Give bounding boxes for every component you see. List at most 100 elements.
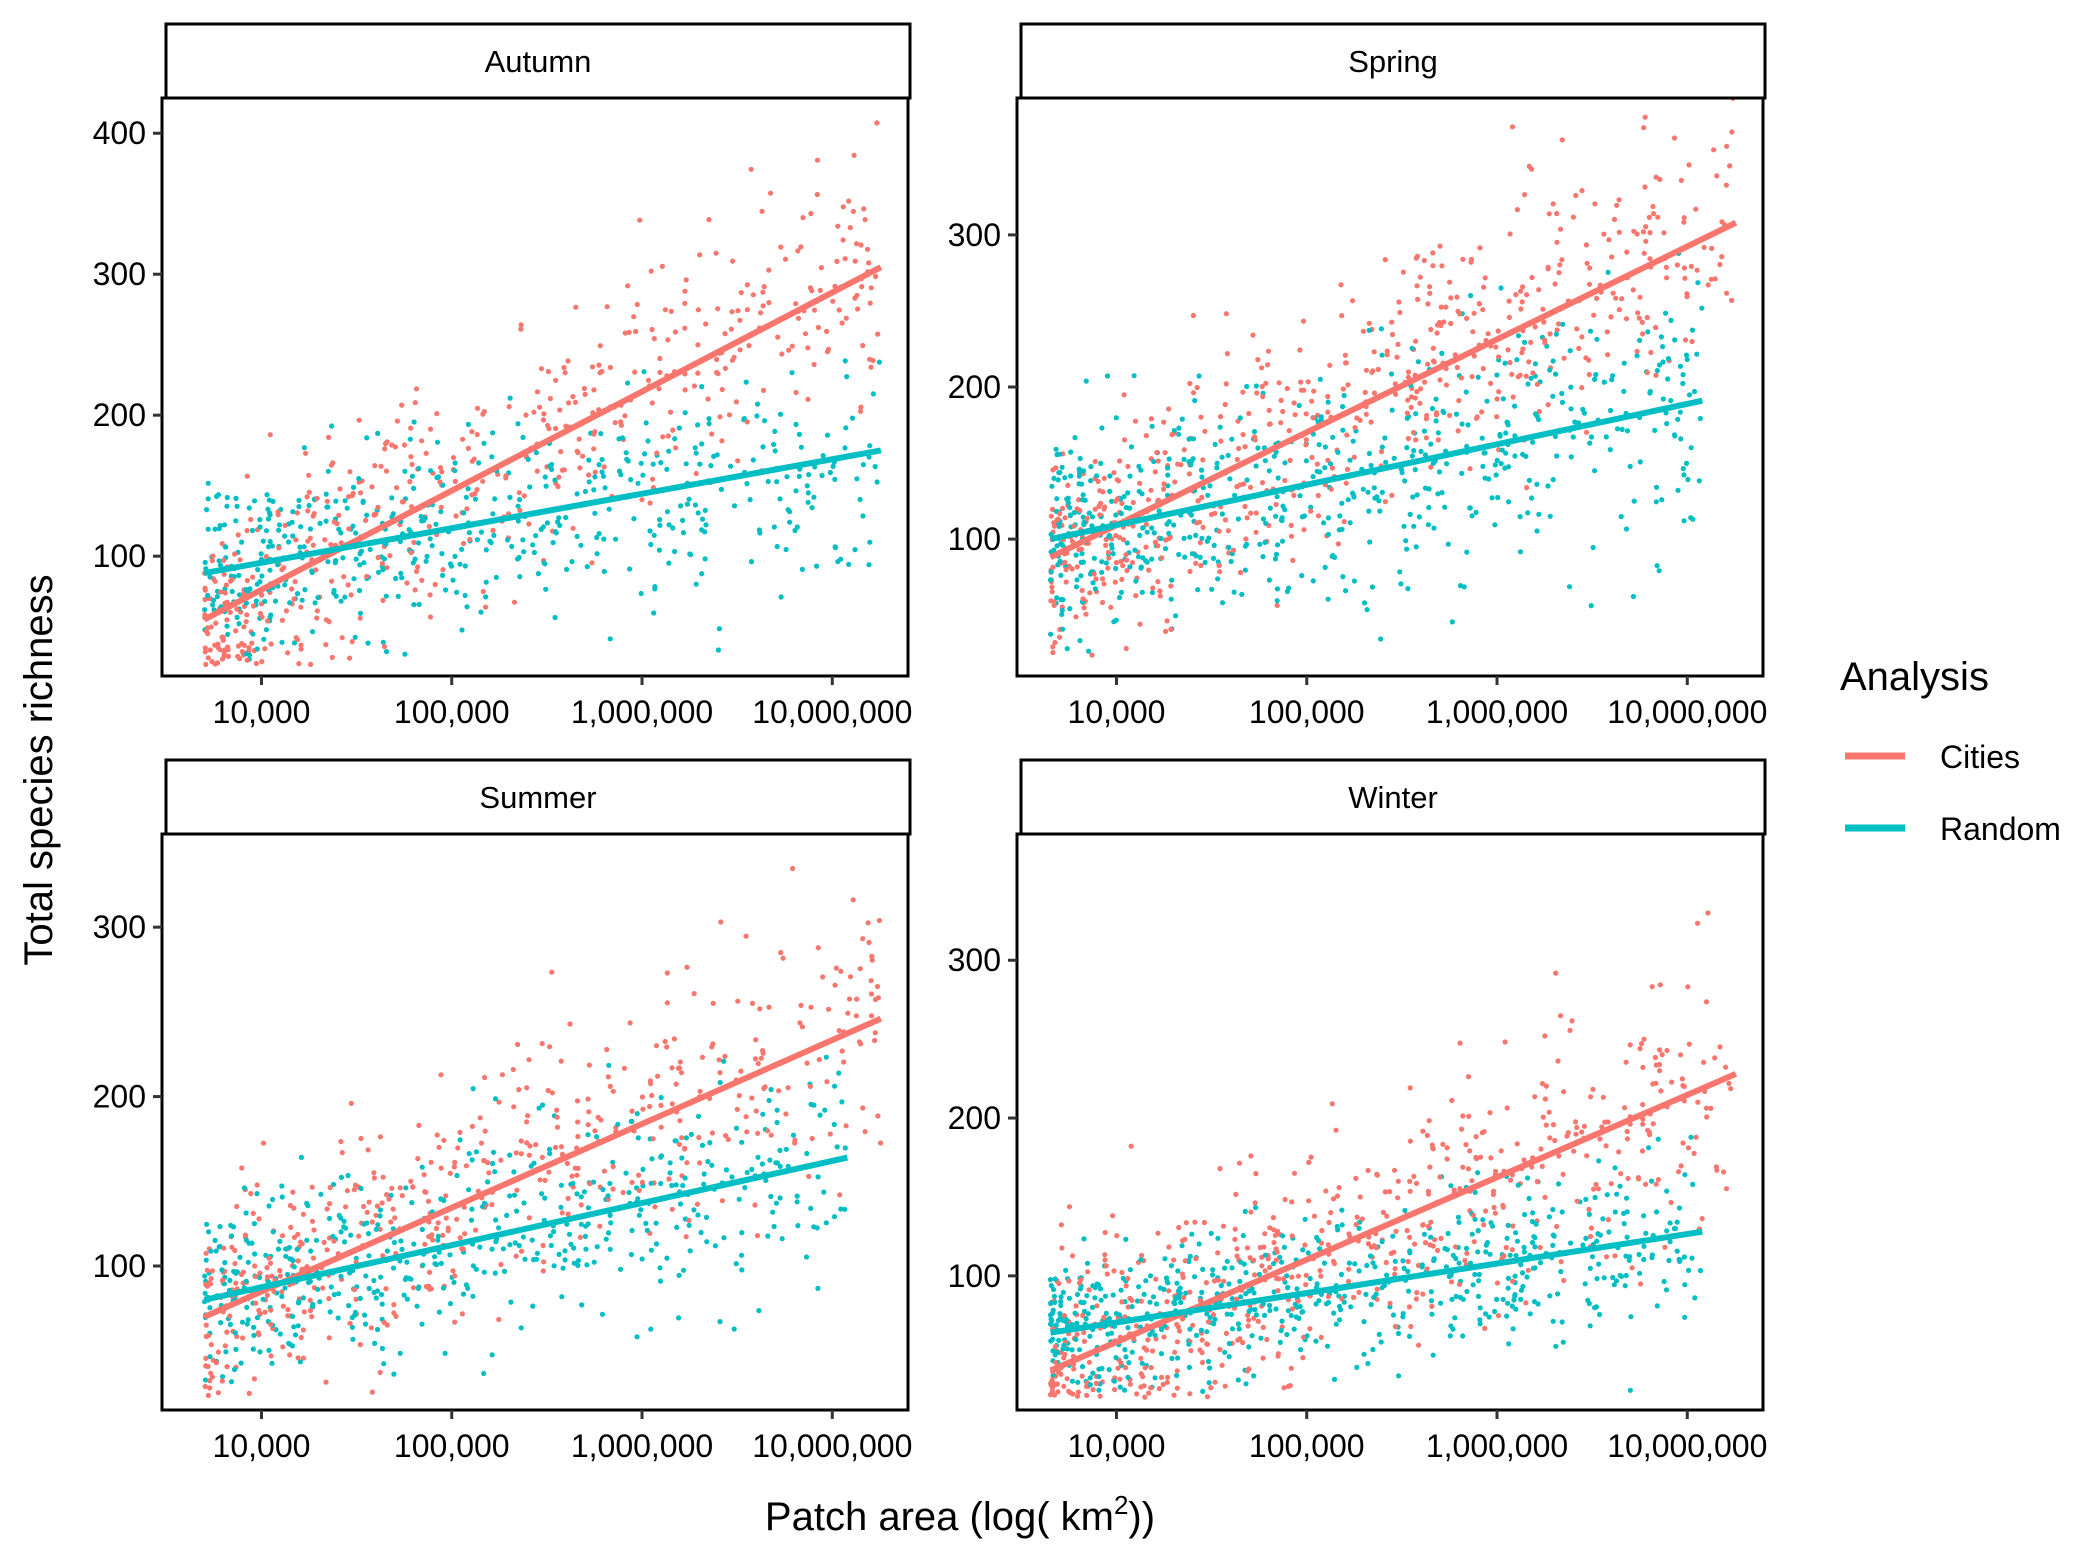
- point-cities: [1101, 1314, 1107, 1320]
- point-cities: [780, 955, 786, 961]
- point-cities: [695, 342, 701, 348]
- point-random: [233, 495, 239, 501]
- point-random: [1092, 586, 1098, 592]
- point-random: [315, 1286, 321, 1292]
- point-cities: [1049, 589, 1055, 595]
- point-random: [1396, 1373, 1402, 1379]
- point-random: [1418, 448, 1424, 454]
- point-cities: [369, 1219, 375, 1225]
- point-random: [1195, 587, 1201, 593]
- point-cities: [1365, 1167, 1371, 1174]
- point-random: [1069, 1378, 1075, 1384]
- point-cities: [1252, 1200, 1258, 1206]
- point-random: [648, 1326, 654, 1332]
- point-cities: [463, 1163, 469, 1169]
- x-tick-label-autumn: 10,000: [213, 694, 311, 730]
- point-random: [1075, 1379, 1081, 1385]
- point-cities: [309, 1218, 316, 1224]
- point-cities: [587, 1181, 593, 1187]
- point-random: [381, 556, 387, 562]
- point-random: [1407, 511, 1413, 517]
- point-cities: [516, 490, 522, 496]
- point-cities: [585, 1122, 591, 1128]
- point-random: [594, 534, 600, 541]
- point-cities: [1101, 506, 1107, 512]
- point-cities: [292, 579, 298, 585]
- point-random: [1663, 310, 1669, 316]
- point-random: [787, 509, 793, 515]
- point-cities: [287, 1202, 293, 1209]
- point-random: [1258, 1335, 1264, 1341]
- point-random: [391, 1371, 397, 1377]
- point-cities: [1479, 409, 1485, 415]
- point-cities: [343, 1204, 349, 1210]
- point-random: [1371, 485, 1377, 491]
- point-cities: [730, 258, 736, 264]
- point-random: [1492, 462, 1498, 468]
- point-cities: [1219, 1362, 1225, 1368]
- point-cities: [1584, 1153, 1590, 1159]
- point-random: [268, 612, 274, 618]
- point-random: [325, 504, 331, 510]
- point-cities: [1623, 316, 1630, 322]
- point-cities: [1163, 628, 1169, 635]
- point-random: [489, 1246, 495, 1252]
- point-random: [827, 469, 833, 476]
- point-cities: [241, 624, 247, 630]
- point-random: [237, 1254, 243, 1260]
- point-random: [686, 1222, 692, 1228]
- point-cities: [1724, 290, 1730, 296]
- point-cities: [1056, 1280, 1062, 1287]
- point-random: [231, 1366, 238, 1373]
- point-random: [571, 1245, 577, 1251]
- point-random: [1502, 360, 1508, 366]
- point-random: [1302, 1216, 1308, 1222]
- point-cities: [419, 438, 425, 444]
- point-random: [399, 1246, 405, 1252]
- point-random: [739, 1230, 745, 1236]
- point-cities: [467, 536, 473, 543]
- point-random: [454, 589, 460, 595]
- point-cities: [1415, 296, 1421, 302]
- point-cities: [244, 473, 250, 479]
- point-cities: [252, 1263, 258, 1269]
- point-random: [656, 547, 663, 553]
- point-cities: [824, 1079, 830, 1085]
- point-cities: [1273, 1257, 1279, 1263]
- point-cities: [314, 608, 320, 614]
- point-cities: [331, 1238, 337, 1244]
- point-random: [1477, 1305, 1483, 1311]
- point-cities: [639, 1094, 646, 1100]
- point-cities: [1243, 536, 1249, 542]
- point-random: [350, 1336, 356, 1342]
- point-cities: [1282, 477, 1288, 484]
- point-cities: [715, 371, 721, 377]
- point-random: [811, 1102, 817, 1108]
- point-random: [1674, 1219, 1680, 1225]
- point-random: [594, 551, 600, 557]
- point-cities: [415, 1156, 421, 1162]
- point-random: [1113, 415, 1119, 421]
- point-random: [1243, 1381, 1249, 1387]
- point-cities: [1616, 307, 1622, 313]
- point-random: [275, 562, 281, 568]
- point-cities: [1521, 1157, 1527, 1163]
- point-random: [1448, 1323, 1454, 1329]
- point-cities: [482, 1074, 488, 1081]
- point-random: [794, 1193, 800, 1199]
- point-cities: [1728, 1086, 1734, 1092]
- point-cities: [203, 1250, 209, 1256]
- point-cities: [452, 478, 458, 484]
- point-cities: [1272, 1232, 1278, 1238]
- point-cities: [1353, 1221, 1359, 1228]
- y-tick-label-winter: 200: [948, 1100, 1001, 1136]
- point-random: [1314, 1281, 1320, 1287]
- point-cities: [1061, 1313, 1067, 1319]
- point-random: [701, 1181, 707, 1187]
- point-random: [770, 1209, 776, 1215]
- point-cities: [717, 414, 723, 420]
- point-random: [1113, 1355, 1119, 1361]
- point-cities: [1561, 355, 1567, 361]
- point-cities: [1318, 1273, 1324, 1279]
- point-random: [701, 1171, 707, 1177]
